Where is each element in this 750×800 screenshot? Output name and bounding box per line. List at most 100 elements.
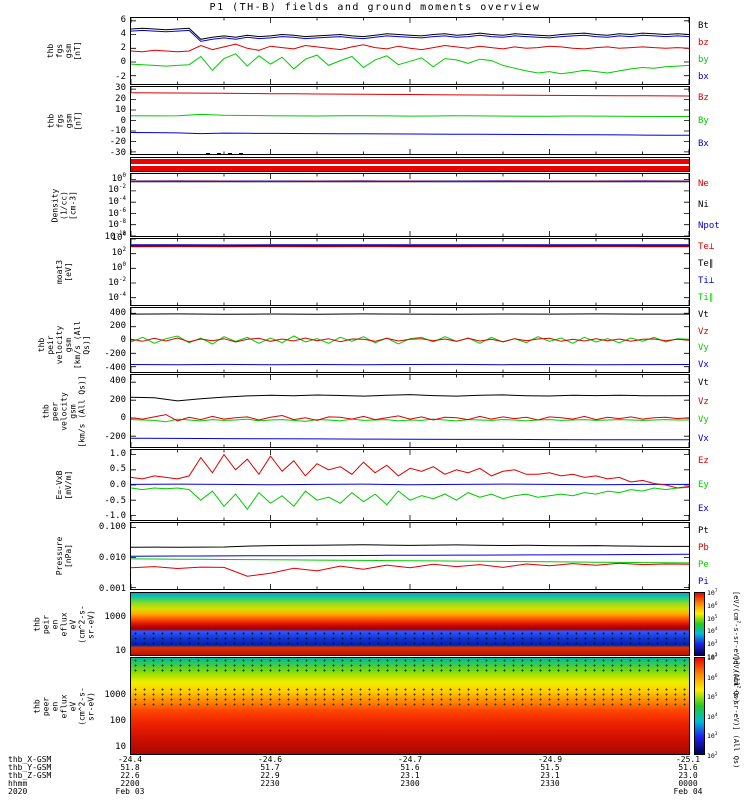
ytick-label: 10-4	[108, 196, 126, 208]
panel-ion_velocity	[130, 307, 690, 373]
legend-By: By	[698, 115, 709, 126]
colorbar-unit-label: [eV/(cm2-s-sr-eV)] (All Qs)	[732, 591, 741, 704]
speckle-overlay	[131, 686, 689, 706]
legend-Pe: Pe	[698, 559, 709, 570]
legend-Vy: Vy	[698, 343, 709, 354]
axis-row-value: 23.1	[540, 771, 560, 780]
ytick-label: 100	[111, 172, 126, 184]
legend-Ni: Ni	[698, 200, 709, 210]
ytick-label: 0	[120, 57, 126, 68]
legend-Vx: Vx	[698, 433, 709, 444]
ylabel-density: Density (1/cc) [cm-3]	[50, 188, 78, 222]
panel-density	[130, 173, 690, 237]
legend-Bx: Bx	[698, 138, 709, 149]
ytick-label: -200	[104, 431, 126, 442]
series-Vx	[131, 437, 689, 441]
ytick-label: 10-2	[108, 277, 126, 289]
legend-Ne: Ne	[698, 178, 709, 189]
colorbar-tick-label: 106	[707, 672, 718, 682]
flag-bar	[131, 166, 689, 171]
legend-Vz: Vz	[698, 396, 709, 407]
ytick-label: -400	[104, 362, 126, 373]
series-by	[131, 53, 689, 75]
ytick-label: 104	[111, 232, 126, 243]
legend-bz: bz	[698, 37, 709, 48]
panel-electron_spec	[130, 657, 690, 755]
chart-pressure	[131, 523, 689, 589]
ytick-label: 100	[111, 262, 126, 274]
colorbar-tick-label: 104	[707, 626, 718, 636]
legend-Te∥: Te∥	[698, 258, 714, 269]
ytick-label: 10	[115, 742, 126, 753]
series-Bt	[131, 27, 689, 40]
speckle-overlay	[131, 631, 689, 646]
axis-row-value: 51.6	[400, 763, 420, 772]
colorbar-tick-label: 102	[707, 750, 718, 760]
panel-temperature	[130, 238, 690, 306]
series-Pe	[131, 558, 689, 564]
ytick-label: 10-6	[108, 207, 126, 219]
axis-ticks	[131, 523, 689, 589]
flag-mark	[239, 153, 244, 155]
axis-row-value: Feb 03	[115, 787, 145, 796]
ylabel-electron_spec: thb peer en eflux eV (cm^2-s-sr-eV)	[32, 686, 96, 726]
panel-pressure	[130, 522, 690, 590]
ytick-label: 2	[120, 43, 126, 54]
flag-mark	[228, 153, 232, 155]
chart-bfield_full	[131, 87, 689, 154]
axis-ticks	[131, 239, 689, 305]
series-By	[131, 113, 689, 117]
flag-mark	[216, 153, 221, 155]
ylabel-electron_velocity: thb peer velocity gsm [km/s (All Qs)]	[41, 374, 87, 448]
ytick-label: 1000	[104, 612, 126, 623]
colorbar-tick-label: 106	[707, 600, 718, 610]
page-title: P1 (TH-B) fields and ground moments over…	[209, 2, 541, 13]
axis-row-value: 51.5	[540, 763, 560, 772]
series-Pb	[131, 562, 689, 577]
ytick-label: 400	[109, 307, 126, 318]
ytick-label: 1000	[104, 690, 126, 701]
legend-Npot: Npot	[698, 221, 720, 232]
ytick-label: 100	[109, 716, 126, 727]
ytick-label: 102	[111, 247, 126, 259]
ylabel-temperature: moat3 [eV]	[55, 259, 73, 285]
ytick-label: 0	[120, 335, 126, 345]
chart-bfield_zoom	[131, 18, 689, 84]
colorbar-tick-label: 103	[707, 731, 718, 741]
series-Bx	[131, 132, 689, 136]
ytick-label: 10	[115, 104, 126, 115]
legend-Ti∥: Ti∥	[698, 292, 714, 303]
legend-Pb: Pb	[698, 542, 709, 553]
axis-ticks	[131, 308, 689, 372]
ytick-label: 10-8	[108, 219, 126, 231]
ytick-label: 0.100	[98, 521, 126, 532]
legend-Pt: Pt	[698, 525, 709, 536]
ytick-label: 30	[115, 83, 126, 94]
axis-row-value: -24.7	[397, 755, 423, 764]
series-Vz	[131, 337, 689, 343]
ytick-label: -2	[115, 71, 126, 82]
chart-ion_velocity	[131, 308, 689, 372]
panel-efield	[130, 449, 690, 521]
ylabel-bfield_zoom: thb fgs gsm [nT]	[46, 41, 82, 61]
legend-Ti⊥: Ti⊥	[698, 275, 715, 286]
ytick-label: -20	[109, 137, 126, 148]
ytick-label: 10-4	[108, 292, 126, 304]
ytick-label: 10-10	[104, 231, 126, 242]
ytick-label: 0	[120, 413, 126, 424]
series-Ex	[131, 483, 689, 486]
legend-Te⊥: Te⊥	[698, 241, 715, 252]
ytick-label: 200	[109, 394, 126, 405]
legend-Vt: Vt	[698, 378, 709, 389]
ytick-label: 200	[109, 321, 126, 332]
ytick-label: -1.0	[104, 511, 126, 522]
axis-row-label: thb_Y-GSM	[8, 763, 52, 772]
ytick-label: 10	[115, 645, 126, 656]
series-Ey	[131, 486, 689, 511]
ytick-label: 0	[120, 115, 126, 126]
legend-Ey: Ey	[698, 480, 709, 490]
ytick-label: 0.5	[109, 464, 126, 475]
colorbar-tick-label: 104	[707, 711, 718, 721]
axis-row-value: -25.1	[675, 755, 701, 764]
